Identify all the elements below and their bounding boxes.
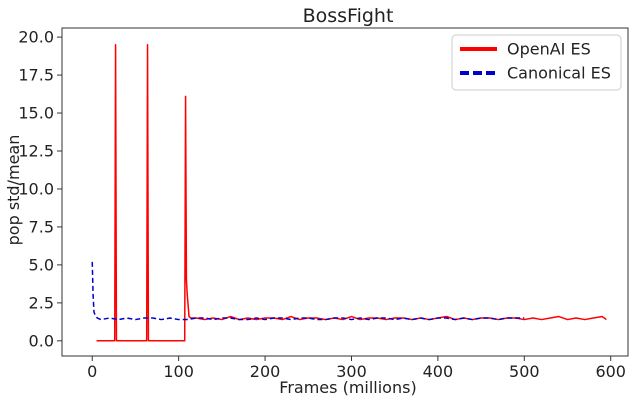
x-axis-ticks: 0 100 200 300 400 500 600 xyxy=(87,356,626,381)
y-tick-label: 10.0 xyxy=(18,179,54,198)
series-line-2 xyxy=(91,261,525,321)
x-tick-label: 500 xyxy=(509,362,540,381)
plot-area xyxy=(61,27,629,357)
x-axis-label: Frames (millions) xyxy=(279,378,416,397)
y-tick-label: 12.5 xyxy=(18,142,54,161)
y-tick-label: 2.5 xyxy=(29,293,54,312)
x-tick-label: 400 xyxy=(423,362,454,381)
y-tick-label: 7.5 xyxy=(29,217,54,236)
x-tick-label: 300 xyxy=(336,362,367,381)
legend-label-1: OpenAI ES xyxy=(507,40,591,59)
plot-frame xyxy=(61,27,629,357)
chart-title: BossFight xyxy=(303,5,394,27)
y-tick-label: 0.0 xyxy=(29,331,54,350)
legend-label-2: Canonical ES xyxy=(507,64,611,83)
x-tick-label: 100 xyxy=(163,362,194,381)
y-axis-ticks: 0.0 2.5 5.0 7.5 10.0 12.5 15.0 17.5 20.0 xyxy=(18,28,62,350)
x-tick-label: 0 xyxy=(87,362,97,381)
legend: OpenAI ES Canonical ES xyxy=(451,34,622,91)
series-line-1 xyxy=(96,43,607,342)
x-tick-label: 600 xyxy=(595,362,626,381)
y-tick-label: 5.0 xyxy=(29,255,54,274)
y-axis-label: pop std/mean xyxy=(4,135,23,246)
x-tick-label: 200 xyxy=(250,362,281,381)
y-tick-label: 20.0 xyxy=(18,28,54,47)
y-tick-label: 15.0 xyxy=(18,104,54,123)
y-tick-label: 17.5 xyxy=(18,66,54,85)
